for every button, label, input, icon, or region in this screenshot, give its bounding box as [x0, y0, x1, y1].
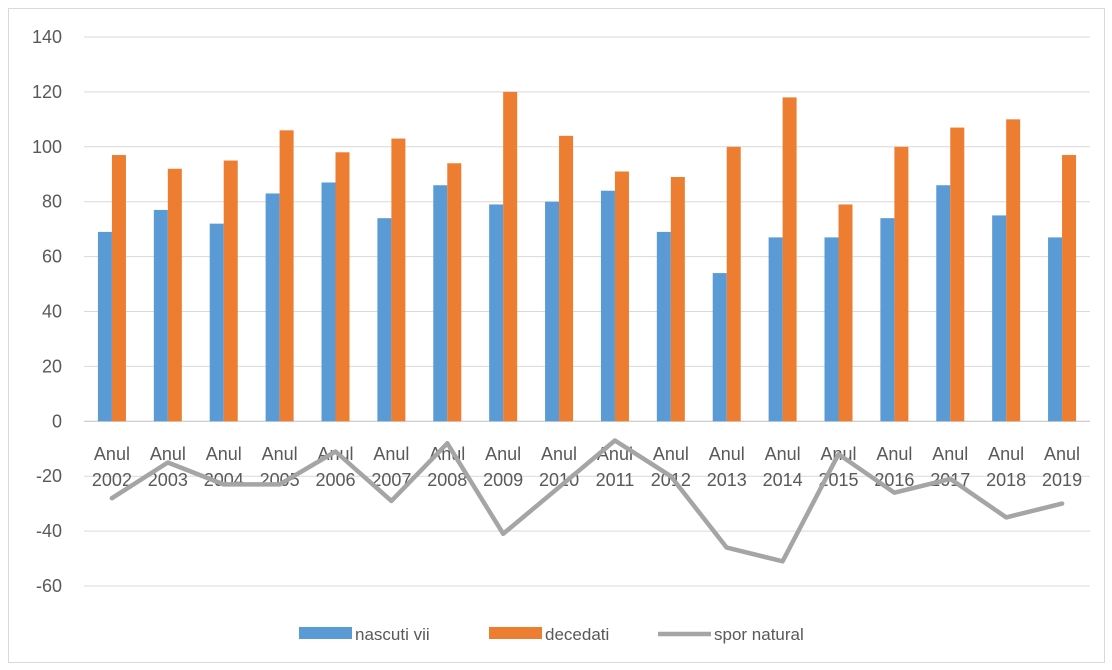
- y-axis-tick-labels: 140 120 100 80 60 40 20 0 -20 -40 -60: [32, 27, 62, 596]
- legend-swatch-decedati: [489, 627, 542, 639]
- y-tick-label: 20: [42, 356, 62, 376]
- bar-nascuti-vii: [153, 209, 168, 422]
- bar-decedati: [167, 168, 182, 422]
- bar-decedati: [503, 91, 518, 422]
- bar-nascuti-vii: [1048, 237, 1063, 422]
- y-tick-label: 100: [32, 137, 62, 157]
- x-tick-label: Anul 2003: [148, 444, 188, 490]
- bar-nascuti-vii: [265, 193, 280, 422]
- y-tick-label: -40: [36, 521, 62, 541]
- bar-nascuti-vii: [600, 190, 615, 422]
- x-tick-label: Anul 2010: [539, 444, 579, 490]
- bar-decedati: [559, 135, 574, 422]
- bar-nascuti-vii: [321, 182, 336, 422]
- bar-nascuti-vii: [545, 201, 560, 422]
- x-tick-label: Anul 2013: [707, 444, 747, 490]
- x-tick-label: Anul 2014: [763, 444, 803, 490]
- x-tick-label: Anul 2002: [92, 444, 132, 490]
- bar-nascuti-vii: [97, 231, 112, 422]
- bar-nascuti-vii: [489, 204, 504, 422]
- x-tick-label: Anul 2019: [1042, 444, 1082, 490]
- y-tick-label: 120: [32, 82, 62, 102]
- legend-swatch-nascuti-vii: [299, 627, 352, 639]
- bar-decedati: [670, 176, 685, 422]
- bar-decedati: [838, 204, 853, 422]
- y-tick-label: -60: [36, 576, 62, 596]
- bar-nascuti-vii: [936, 185, 951, 422]
- bar-nascuti-vii: [377, 218, 392, 422]
- bar-nascuti-vii: [880, 218, 895, 422]
- bar-decedati: [391, 138, 406, 422]
- bar-nascuti-vii: [433, 185, 448, 422]
- x-tick-label: Anul 2018: [986, 444, 1026, 490]
- bar-decedati: [223, 160, 238, 422]
- bar-nascuti-vii: [768, 237, 783, 422]
- legend: nascuti vii decedati spor natural: [299, 625, 804, 644]
- bar-nascuti-vii: [712, 273, 727, 422]
- line-spor-natural: [109, 438, 1065, 564]
- bar-decedati: [447, 163, 462, 422]
- bar-nascuti-vii: [656, 231, 671, 422]
- x-tick-label: Anul 2007: [371, 444, 411, 490]
- y-tick-label: 40: [42, 302, 62, 322]
- bar-nascuti-vii: [992, 215, 1007, 422]
- bar-decedati: [279, 130, 294, 422]
- bar-decedati: [950, 127, 965, 422]
- bar-decedati: [614, 171, 629, 422]
- legend-label: decedati: [545, 625, 609, 644]
- x-tick-label: Anul 2009: [483, 444, 523, 490]
- gridlines: [84, 36, 1090, 587]
- x-tick-label: Anul 2012: [651, 444, 691, 490]
- legend-label: nascuti vii: [355, 625, 430, 644]
- y-tick-label: 80: [42, 192, 62, 212]
- y-tick-label: -20: [36, 466, 62, 486]
- bar-decedati: [782, 97, 797, 422]
- bar-decedati: [1062, 155, 1077, 422]
- bar-decedati: [894, 146, 909, 422]
- bar-decedati: [111, 155, 126, 422]
- y-tick-label: 140: [32, 27, 62, 47]
- bar-decedati: [335, 152, 350, 422]
- bars: [97, 91, 1077, 422]
- y-tick-label: 60: [42, 247, 62, 267]
- series-line-layer: [109, 438, 1065, 564]
- bar-decedati: [1006, 119, 1021, 422]
- bar-nascuti-vii: [209, 223, 224, 422]
- bar-nascuti-vii: [824, 237, 839, 422]
- legend-label: spor natural: [714, 625, 804, 644]
- bar-decedati: [726, 146, 741, 422]
- y-tick-label: 0: [52, 411, 62, 431]
- x-tick-label: Anul 2004: [204, 444, 244, 490]
